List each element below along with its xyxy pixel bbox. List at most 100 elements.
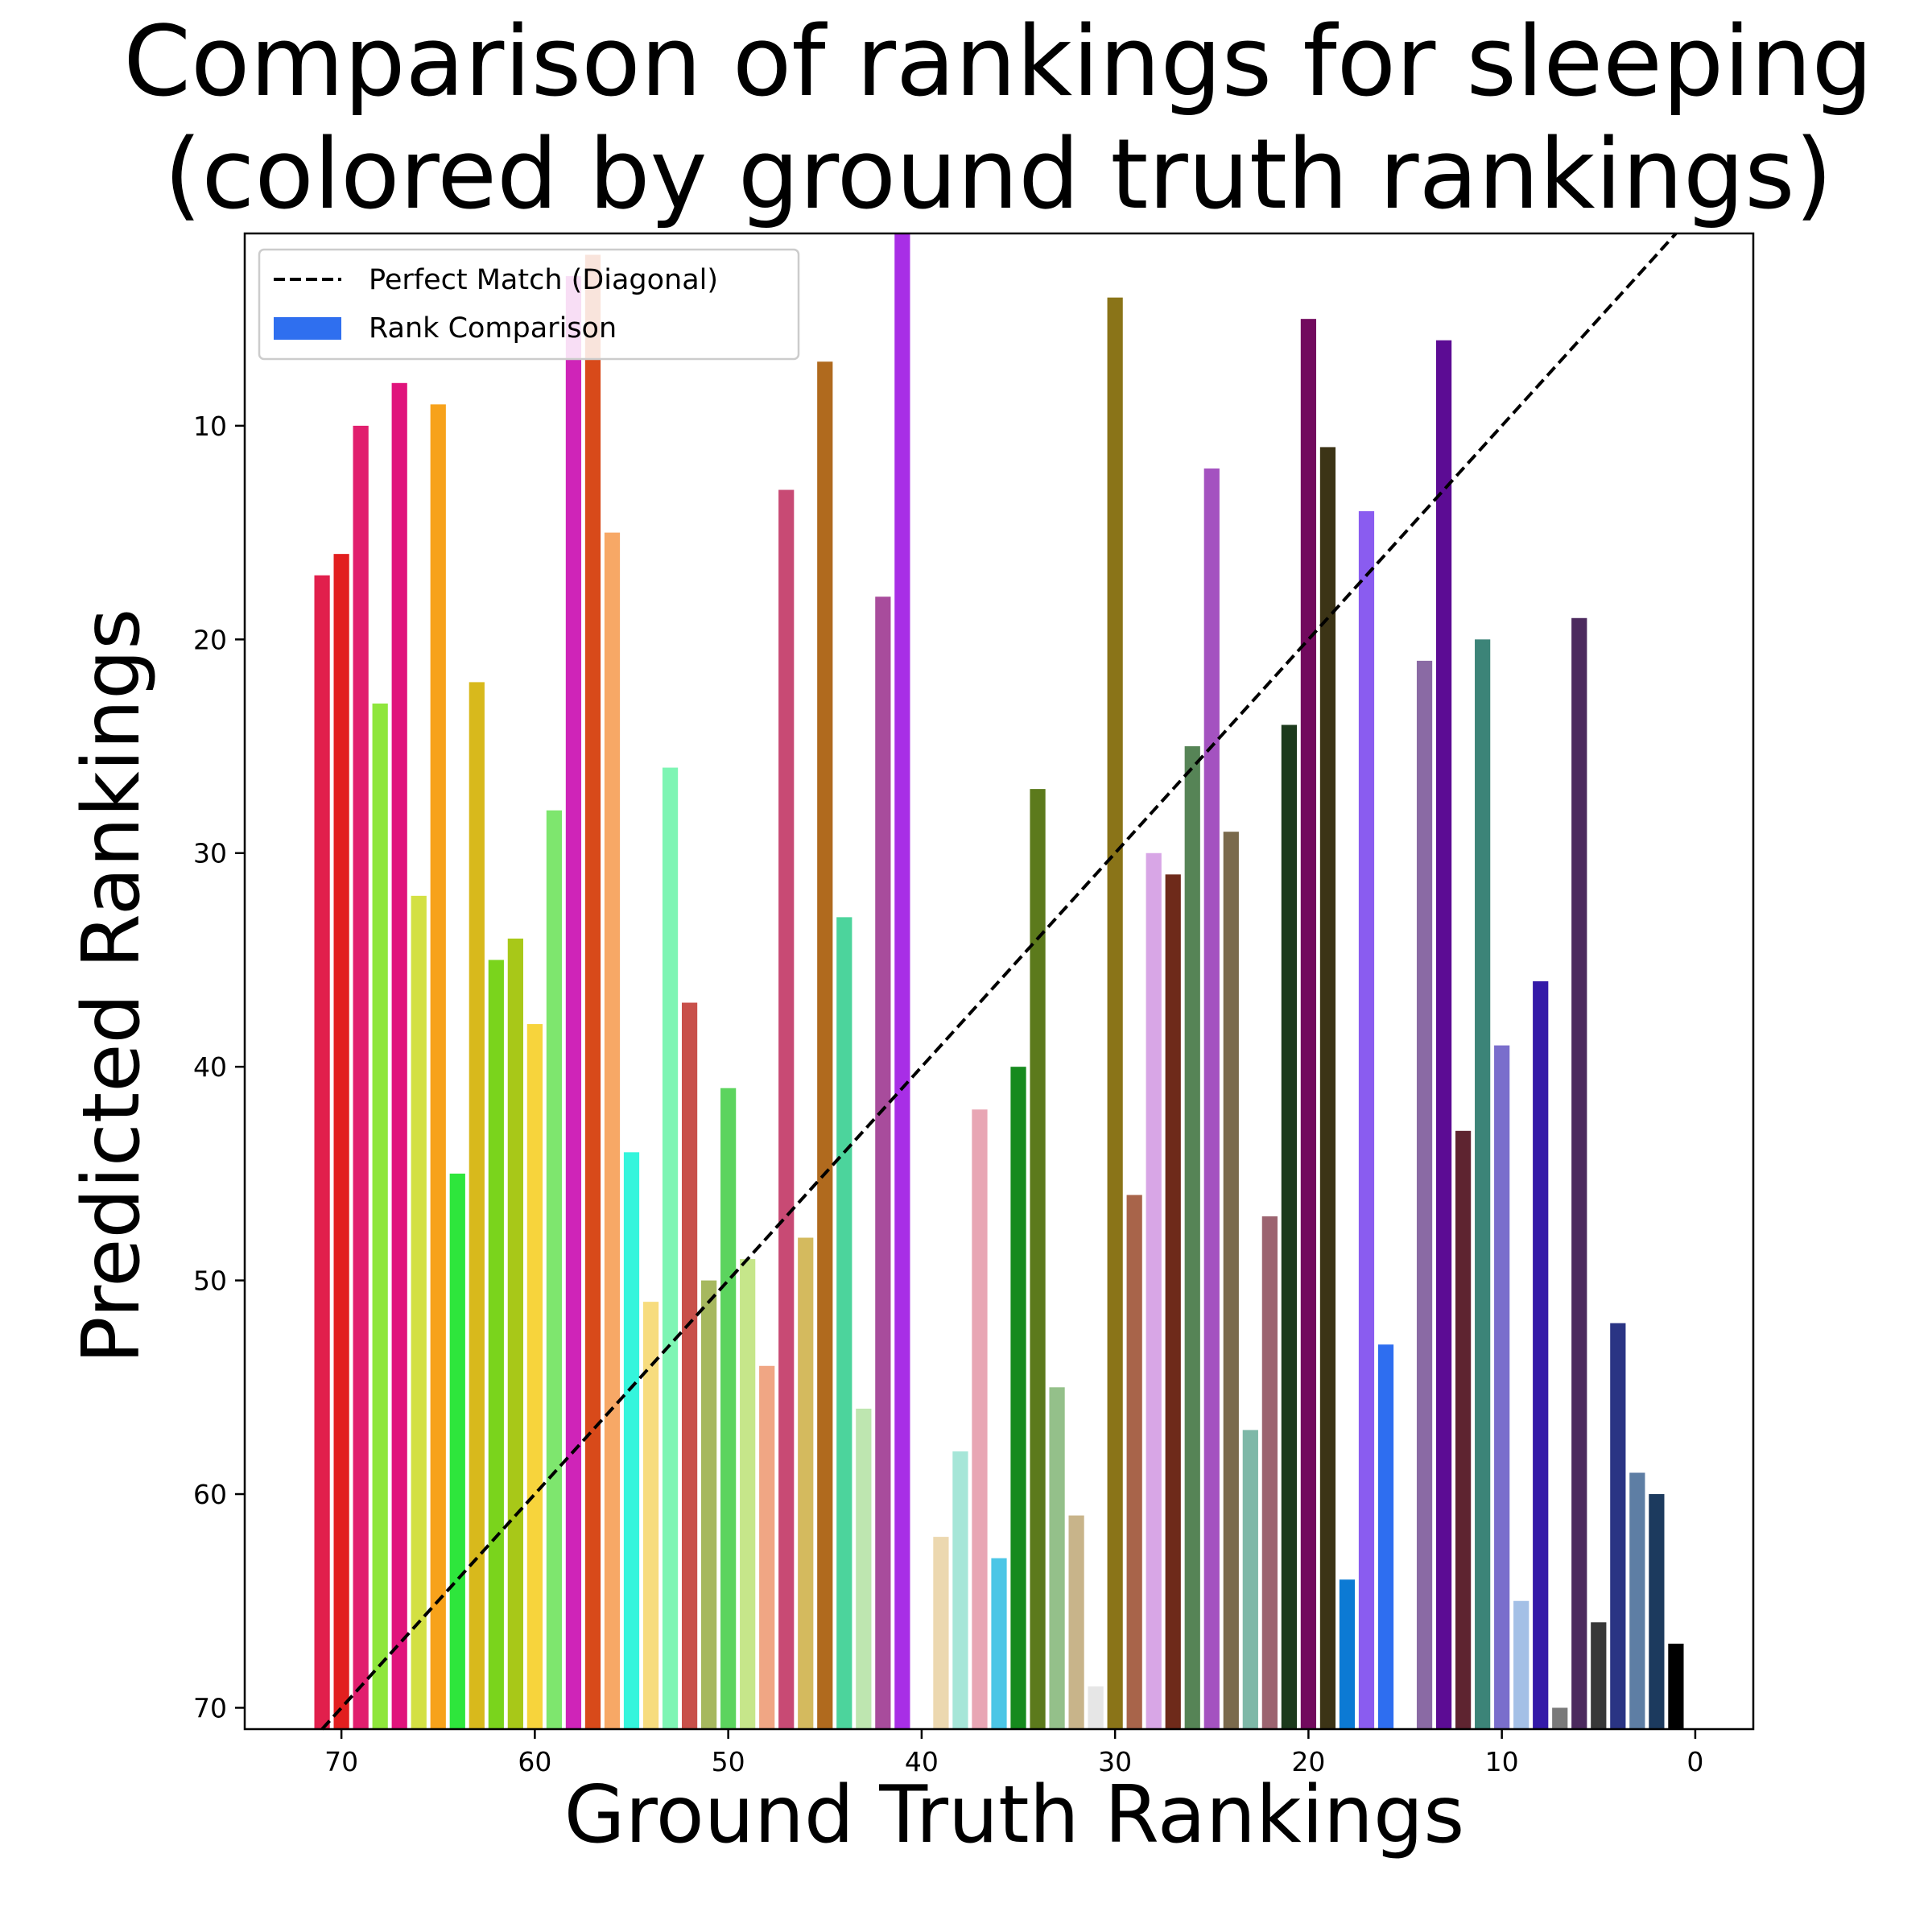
bar-rank-7: [1552, 1707, 1568, 1729]
bar-rank-6: [1571, 617, 1587, 1729]
bar-rank-9: [1513, 1600, 1530, 1729]
bar-rank-24: [1223, 832, 1239, 1729]
bar-rank-32: [1068, 1515, 1084, 1729]
y-tick-label-20: 20: [193, 624, 227, 655]
bar-rank-33: [1049, 1387, 1065, 1729]
x-axis-ticks: 70 60 50 40 30 20 10 0: [324, 1729, 1703, 1777]
diagonal-perfect-match-line: [320, 232, 1678, 1731]
x-tick-label-50: 50: [712, 1746, 745, 1777]
bar-rank-28: [1146, 852, 1162, 1729]
bar-rank-17: [1358, 511, 1375, 1729]
bar-rank-21: [1281, 724, 1297, 1729]
bars-group: [314, 233, 1684, 1730]
bar-rank-35: [1010, 1067, 1026, 1729]
y-tick-label-40: 40: [193, 1051, 227, 1083]
chart-title-line-2: (colored by ground truth rankings): [164, 119, 1833, 231]
bar-rank-26: [1184, 746, 1200, 1729]
bar-rank-13: [1435, 340, 1452, 1729]
diagonal-group: [320, 232, 1678, 1731]
bar-rank-44: [836, 917, 852, 1729]
bar-rank-57: [584, 254, 601, 1729]
bar-rank-46: [798, 1237, 814, 1729]
bar-rank-2: [1649, 1494, 1665, 1729]
bar-rank-34: [1030, 789, 1046, 1729]
bar-rank-71: [314, 575, 330, 1729]
bar-rank-53: [662, 767, 679, 1729]
legend: Perfect Match (Diagonal) Rank Comparison: [258, 248, 800, 361]
x-axis-label: Ground Truth Rankings: [564, 1769, 1465, 1861]
bar-rank-16: [1377, 1344, 1394, 1729]
bar-rank-58: [565, 276, 582, 1730]
x-tick-label-10: 10: [1485, 1746, 1519, 1777]
bar-rank-51: [701, 1280, 717, 1729]
bar-rank-22: [1261, 1216, 1278, 1729]
bar-rank-63: [469, 682, 485, 1729]
bar-rank-59: [546, 810, 563, 1729]
bar-rank-66: [411, 895, 427, 1729]
bar-rank-25: [1203, 468, 1220, 1729]
x-tick-label-60: 60: [518, 1746, 551, 1777]
bar-rank-29: [1126, 1195, 1142, 1729]
bar-rank-48: [759, 1365, 775, 1729]
bar-rank-39: [933, 1537, 949, 1729]
bar-rank-18: [1339, 1579, 1356, 1729]
bar-rank-41: [894, 233, 910, 1729]
bar-rank-27: [1165, 874, 1181, 1729]
bar-rank-23: [1242, 1430, 1258, 1729]
bar-rank-42: [875, 597, 891, 1730]
bar-rank-50: [720, 1088, 737, 1729]
bar-rank-45: [817, 361, 833, 1730]
bar-rank-54: [642, 1302, 659, 1729]
bar-rank-4: [1610, 1323, 1626, 1729]
bar-rank-62: [488, 960, 504, 1729]
bar-rank-11: [1475, 639, 1491, 1730]
legend-label-perfect-match: Perfect Match (Diagonal): [369, 264, 718, 296]
legend-rank-comparison-swatch: [274, 317, 341, 340]
y-axis-label: Predicted Rankings: [66, 609, 158, 1364]
bar-rank-60: [526, 1024, 543, 1729]
bar-rank-12: [1455, 1130, 1472, 1729]
y-axis-ticks: 10 20 30 40 50 60 70: [193, 411, 245, 1724]
y-tick-label-70: 70: [193, 1692, 227, 1724]
x-tick-label-30: 30: [1098, 1746, 1132, 1777]
bar-rank-49: [740, 1259, 756, 1729]
bar-rank-47: [778, 489, 795, 1729]
y-tick-label-10: 10: [193, 411, 227, 442]
bar-rank-30: [1107, 297, 1123, 1730]
x-tick-label-0: 0: [1686, 1746, 1703, 1777]
y-tick-label-60: 60: [193, 1479, 227, 1510]
bar-rank-19: [1319, 447, 1336, 1729]
bar-rank-10: [1494, 1045, 1510, 1729]
bar-rank-56: [604, 532, 621, 1729]
bar-rank-36: [991, 1558, 1007, 1729]
bar-rank-8: [1533, 981, 1549, 1729]
bar-rank-70: [333, 554, 349, 1730]
bar-rank-43: [856, 1408, 872, 1729]
bar-rank-5: [1591, 1622, 1607, 1729]
x-tick-label-20: 20: [1291, 1746, 1325, 1777]
bar-rank-61: [507, 938, 523, 1729]
legend-label-rank-comparison: Rank Comparison: [369, 312, 617, 345]
bar-rank-38: [952, 1451, 968, 1729]
bar-rank-3: [1629, 1472, 1645, 1729]
bar-rank-52: [681, 1002, 698, 1729]
y-tick-label-50: 50: [193, 1265, 227, 1297]
bar-rank-55: [623, 1152, 640, 1729]
bar-rank-1: [1668, 1643, 1684, 1729]
x-tick-label-40: 40: [905, 1746, 939, 1777]
y-tick-label-30: 30: [193, 838, 227, 869]
bar-rank-65: [430, 404, 446, 1729]
x-tick-label-70: 70: [324, 1746, 358, 1777]
bar-rank-14: [1416, 660, 1433, 1729]
bar-rank-31: [1088, 1686, 1104, 1729]
legend-box: [258, 248, 800, 361]
bar-rank-69: [353, 425, 369, 1729]
bar-rank-67: [391, 382, 407, 1729]
bar-rank-68: [372, 703, 388, 1729]
bar-rank-64: [449, 1173, 465, 1729]
bar-rank-20: [1300, 319, 1317, 1730]
plot-area-frame: [243, 232, 1755, 1731]
bar-rank-37: [972, 1109, 988, 1729]
chart-title-line-1: Comparison of rankings for sleeping: [123, 6, 1872, 118]
